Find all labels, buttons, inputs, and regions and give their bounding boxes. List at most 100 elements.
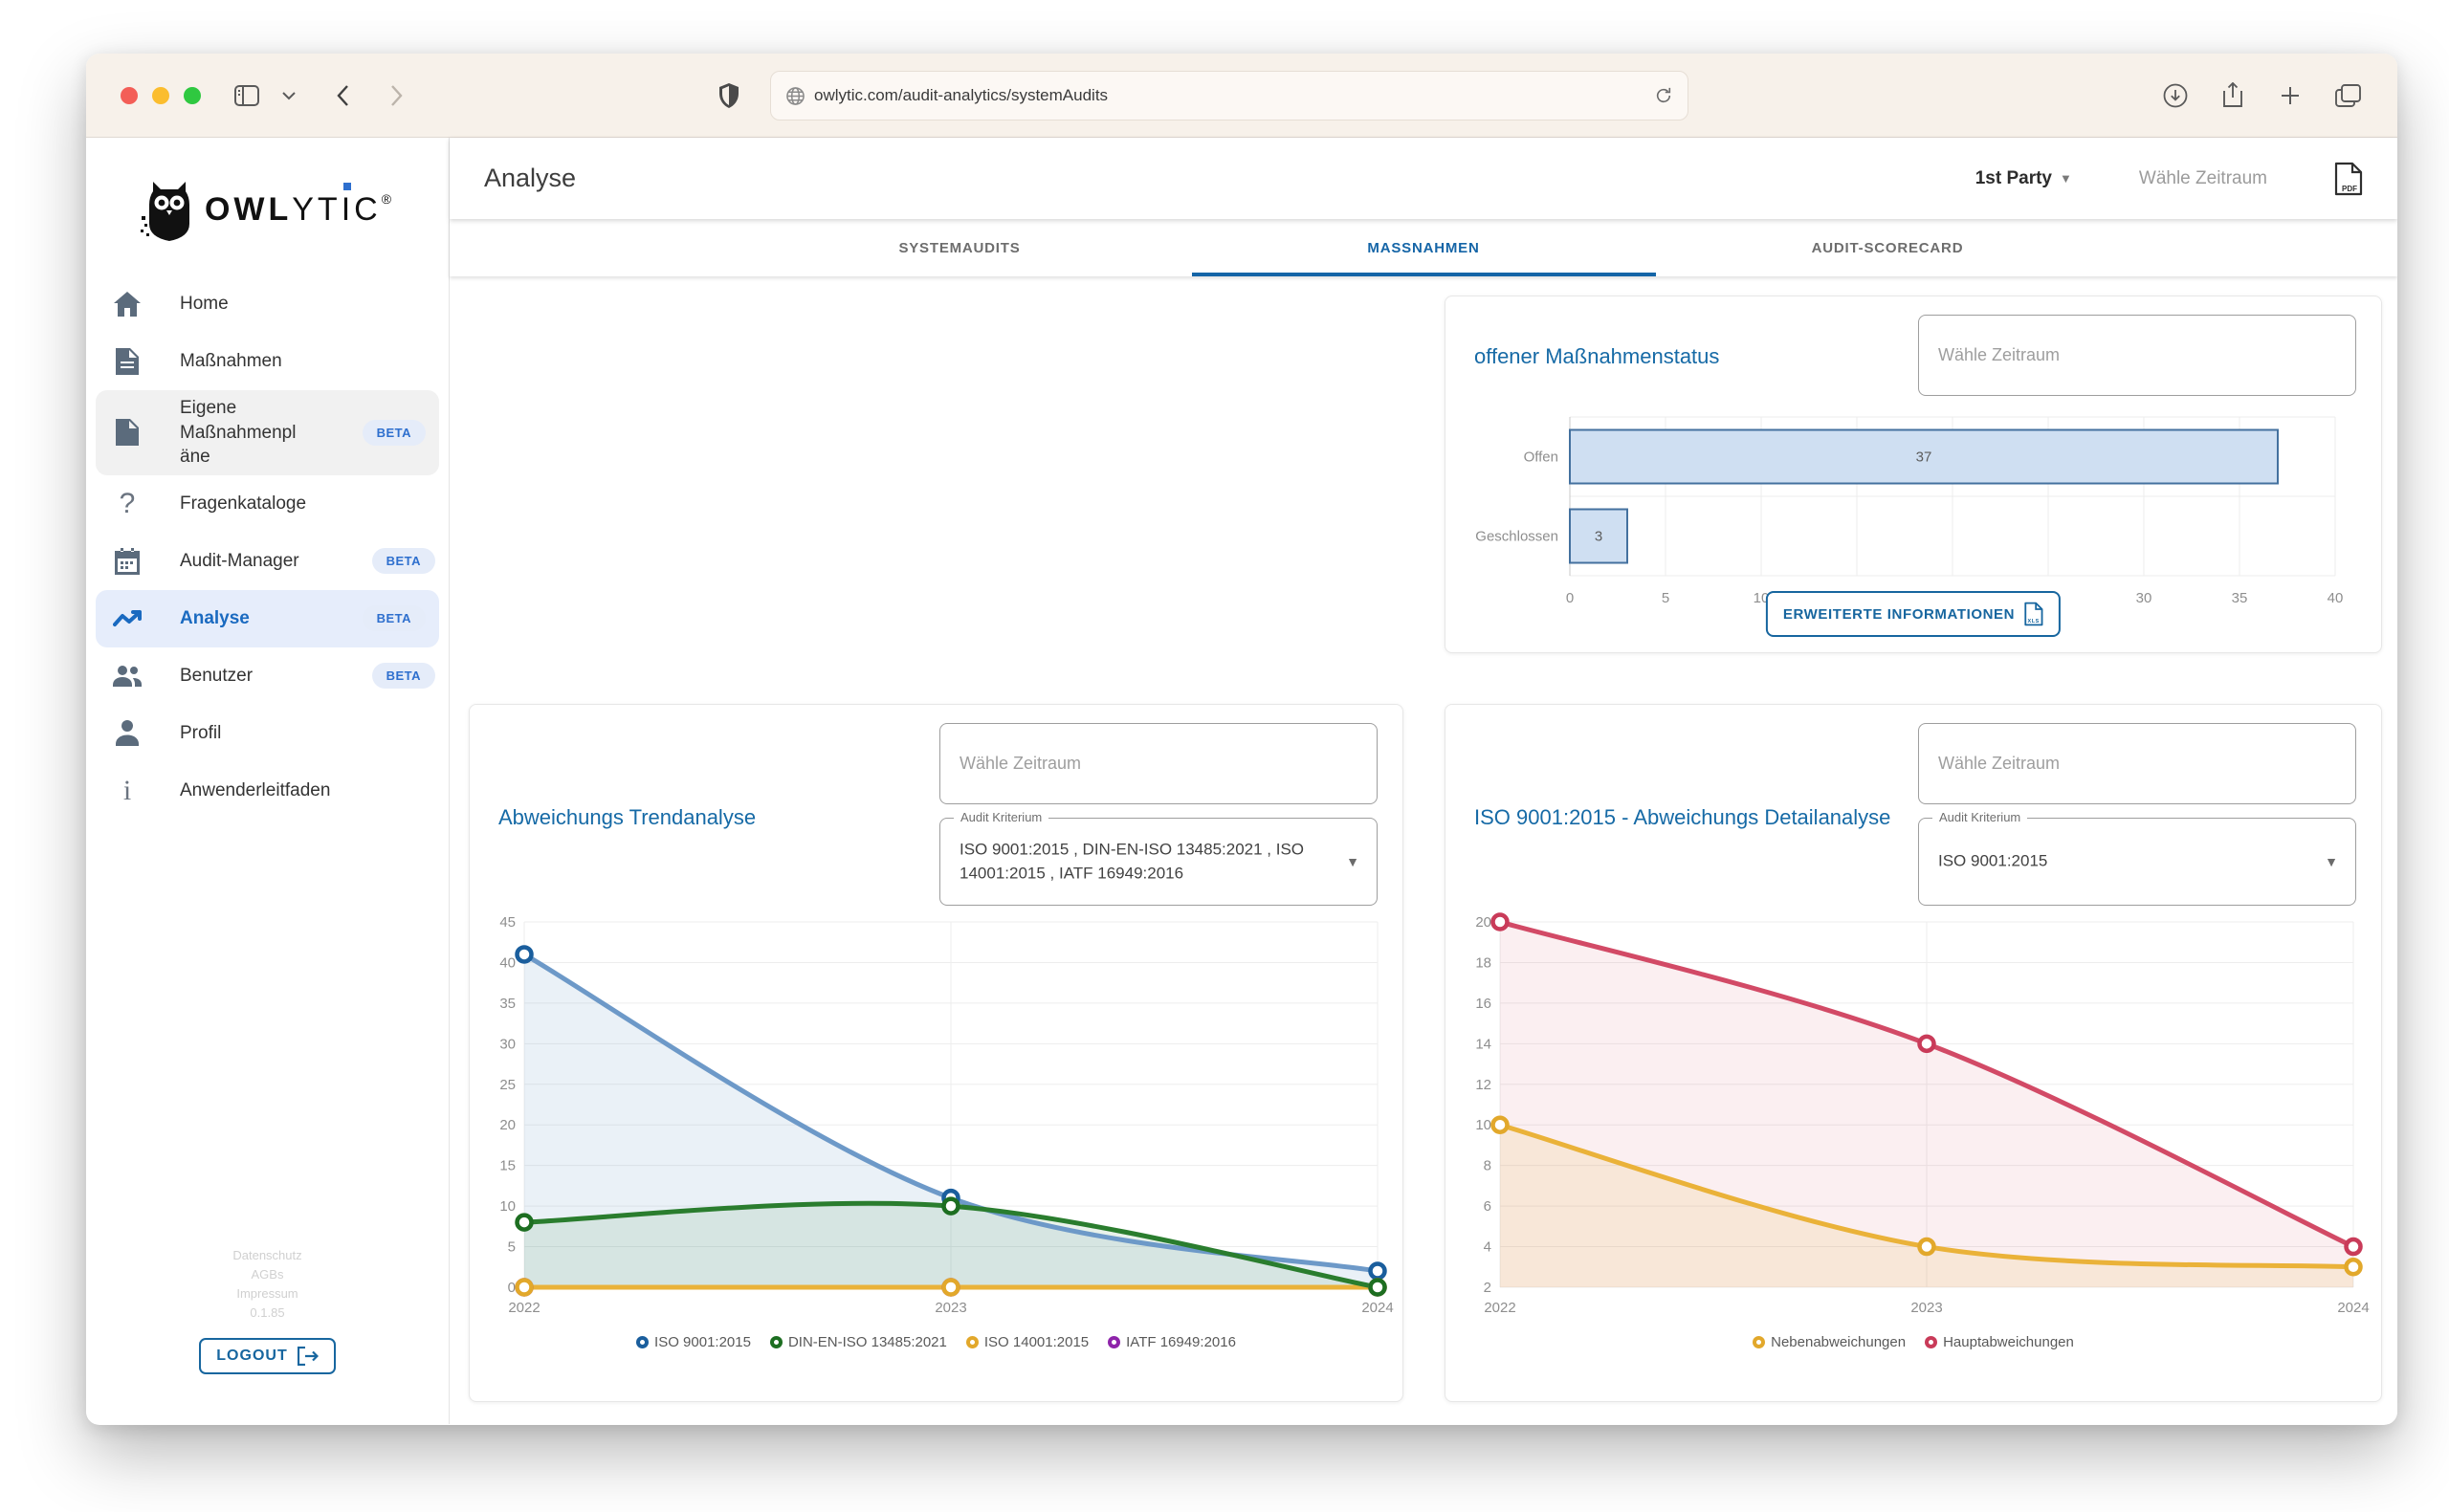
file-icon — [111, 416, 143, 449]
pdf-export-icon[interactable]: PDF — [2334, 162, 2363, 196]
link-datenschutz[interactable]: Datenschutz — [232, 1248, 302, 1262]
svg-text:10: 10 — [499, 1198, 516, 1215]
owl-logo-icon — [140, 174, 199, 248]
svg-text:14: 14 — [1475, 1036, 1491, 1052]
reload-icon[interactable] — [1655, 87, 1672, 104]
erweiterte-informationen-button[interactable]: ERWEITERTE INFORMATIONEN XLS — [1765, 591, 2062, 637]
svg-text:4: 4 — [1484, 1239, 1491, 1256]
svg-text:18: 18 — [1475, 954, 1491, 971]
xls-file-icon: XLS — [2024, 602, 2043, 626]
tab-audit-scorecard[interactable]: AUDIT-SCORECARD — [1811, 239, 1964, 256]
sidebar-item-massnahmen[interactable]: Maßnahmen — [86, 333, 449, 390]
panel-trendanalyse: Abweichungs Trendanalyse Audit Kriterium… — [469, 704, 1403, 1402]
sidebar-item-anwenderleitfaden[interactable]: i Anwenderleitfaden — [86, 762, 449, 820]
svg-text:2023: 2023 — [1910, 1300, 1942, 1316]
sidebar-item-eigene-massnahmenplaene[interactable]: Eigene Maßnahmenpläne BETA — [96, 390, 439, 475]
legend-item[interactable]: ISO 9001:2015 — [636, 1334, 751, 1350]
sidebar-item-audit-manager[interactable]: Audit-Manager BETA — [86, 533, 449, 590]
downloads-icon[interactable] — [2160, 80, 2191, 111]
svg-text:40: 40 — [2328, 590, 2344, 606]
party-selector[interactable]: 1st Party ▼ — [1975, 167, 2072, 188]
svg-text:2022: 2022 — [508, 1300, 540, 1316]
svg-text:5: 5 — [508, 1239, 516, 1256]
legend-ring — [1108, 1336, 1121, 1348]
tab-overview-icon[interactable] — [2332, 80, 2363, 111]
sidebar-toggle-icon[interactable] — [232, 80, 262, 111]
header-time-range[interactable]: Wähle Zeitraum — [2138, 167, 2267, 188]
legend-ring — [1753, 1336, 1766, 1348]
legend-item[interactable]: IATF 16949:2016 — [1108, 1334, 1236, 1350]
svg-text:3: 3 — [1595, 529, 1602, 545]
sidebar: OWLYTIC® Home Maßnahmen — [86, 138, 450, 1424]
beta-badge: BETA — [362, 605, 426, 632]
legend-ring — [769, 1336, 783, 1348]
zoom-window-button[interactable] — [184, 87, 201, 104]
svg-text:10: 10 — [1754, 590, 1770, 606]
audit-kriterium-select[interactable]: Audit Kriterium ISO 9001:2015 ▼ — [1918, 810, 2356, 906]
panel-massnahmenstatus: offener Maßnahmenstatus 0510152025303540… — [1445, 296, 2382, 653]
share-icon[interactable] — [2217, 80, 2248, 111]
legend-item[interactable]: Nebenabweichungen — [1753, 1334, 1906, 1350]
forward-button[interactable] — [381, 80, 411, 111]
svg-text:2022: 2022 — [1484, 1300, 1515, 1316]
svg-text:16: 16 — [1475, 996, 1491, 1012]
audit-kriterium-select[interactable]: Audit Kriterium ISO 9001:2015 , DIN-EN-I… — [939, 810, 1378, 906]
tab-systemaudits[interactable]: SYSTEMAUDITS — [898, 239, 1021, 256]
panel-title: offener Maßnahmenstatus — [1474, 344, 1720, 368]
chart-legend: Nebenabweichungen Hauptabweichungen — [1445, 1334, 2381, 1350]
massnahmenstatus-bar-chart: 051015202530354037Offen3Geschlossen — [1469, 409, 2359, 612]
svg-text:30: 30 — [499, 1036, 516, 1052]
owlytic-logo: OWLYTIC® — [86, 138, 449, 262]
svg-text:35: 35 — [499, 996, 516, 1012]
svg-text:40: 40 — [499, 954, 516, 971]
svg-text:Offen: Offen — [1524, 449, 1558, 466]
svg-text:15: 15 — [499, 1158, 516, 1174]
beta-badge: BETA — [371, 663, 435, 690]
svg-text:2023: 2023 — [935, 1300, 966, 1316]
main-area: Analyse 1st Party ▼ Wähle Zeitraum PDF S… — [450, 138, 2397, 1424]
time-range-input[interactable] — [1918, 723, 2356, 804]
svg-text:0: 0 — [508, 1280, 516, 1296]
logout-button[interactable]: LOGOUT — [199, 1338, 336, 1374]
time-range-input[interactable] — [939, 723, 1378, 804]
panel-detailanalyse: ISO 9001:2015 - Abweichungs Detailanalys… — [1445, 704, 2382, 1402]
address-bar[interactable]: owlytic.com/audit-analytics/systemAudits — [770, 71, 1688, 121]
legend-ring — [636, 1336, 650, 1348]
version-label: 0.1.85 — [250, 1305, 285, 1320]
browser-toolbar: owlytic.com/audit-analytics/systemAudits — [86, 54, 2397, 138]
sidebar-item-profil[interactable]: Profil — [86, 705, 449, 762]
link-impressum[interactable]: Impressum — [236, 1286, 298, 1301]
sidebar-chevron-down-icon[interactable] — [274, 80, 304, 111]
app-bar: Analyse 1st Party ▼ Wähle Zeitraum PDF — [450, 138, 2397, 219]
sidebar-item-analyse[interactable]: Analyse BETA — [96, 589, 439, 647]
info-icon: i — [122, 774, 132, 806]
logout-icon — [297, 1347, 319, 1366]
svg-text:2024: 2024 — [1361, 1300, 1393, 1316]
svg-text:37: 37 — [1916, 449, 1932, 466]
beta-badge: BETA — [362, 419, 426, 446]
back-button[interactable] — [327, 80, 358, 111]
users-icon — [111, 660, 143, 692]
logo-wordmark: OWLYTIC® — [204, 191, 396, 228]
question-mark-icon: ? — [119, 487, 136, 519]
link-agbs[interactable]: AGBs — [251, 1267, 284, 1282]
sidebar-item-fragenkataloge[interactable]: ? Fragenkataloge — [86, 475, 449, 533]
chart-legend: ISO 9001:2015 DIN-EN-ISO 13485:2021 ISO … — [470, 1334, 1402, 1350]
svg-text:8: 8 — [1484, 1158, 1491, 1174]
svg-text:20: 20 — [1475, 914, 1491, 931]
svg-text:25: 25 — [499, 1077, 516, 1093]
svg-text:PDF: PDF — [2342, 185, 2357, 193]
new-tab-icon[interactable] — [2275, 80, 2306, 111]
sidebar-footer: Datenschutz AGBs Impressum 0.1.85 LOGOUT — [86, 1246, 449, 1374]
legend-item[interactable]: Hauptabweichungen — [1925, 1334, 2074, 1350]
time-range-input[interactable] — [1918, 315, 2356, 396]
legend-item[interactable]: ISO 14001:2015 — [965, 1334, 1089, 1350]
minimize-window-button[interactable] — [152, 87, 169, 104]
privacy-shield-icon[interactable] — [714, 80, 744, 111]
sidebar-item-home[interactable]: Home — [86, 275, 449, 333]
close-window-button[interactable] — [121, 87, 138, 104]
legend-ring — [1925, 1336, 1938, 1348]
legend-item[interactable]: DIN-EN-ISO 13485:2021 — [769, 1334, 947, 1350]
tab-massnahmen[interactable]: MASSNAHMEN — [1191, 219, 1656, 276]
sidebar-item-benutzer[interactable]: Benutzer BETA — [86, 647, 449, 705]
